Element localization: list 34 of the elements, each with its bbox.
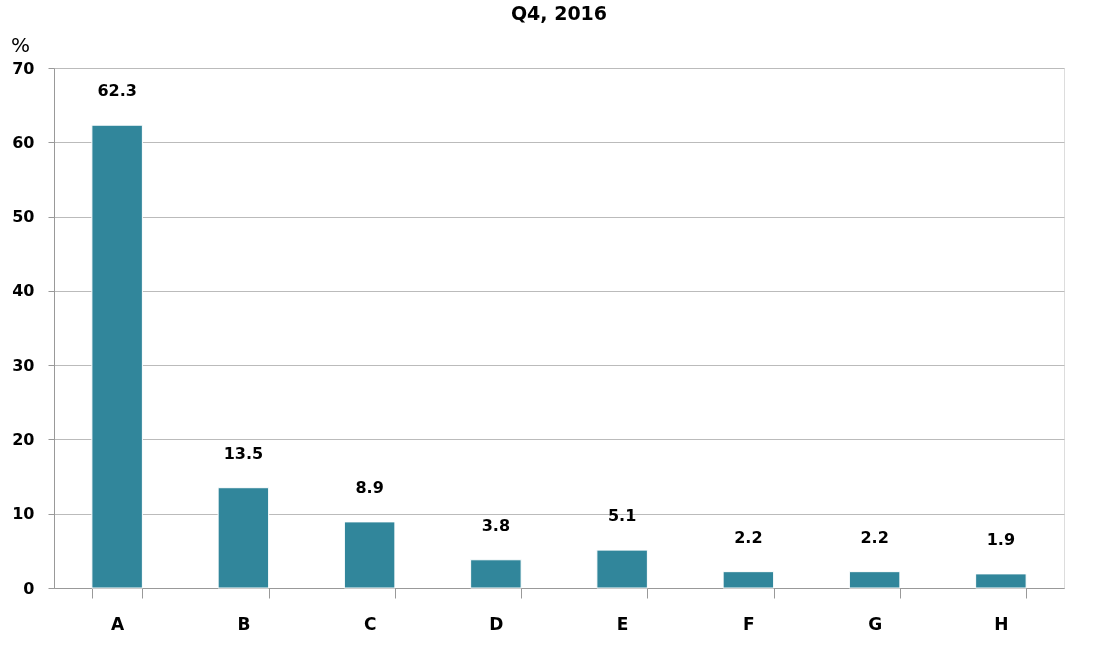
y-tick-label: 40	[12, 281, 35, 301]
chart-title: Q4, 2016	[510, 2, 608, 24]
data-label: 5.1	[607, 506, 637, 526]
bar	[596, 549, 648, 589]
x-tick-label: G	[868, 613, 883, 634]
x-tick-label: D	[489, 613, 504, 634]
y-tick-label: 60	[12, 132, 35, 152]
x-tick-label: A	[111, 613, 126, 634]
data-label: 2.2	[860, 527, 889, 547]
y-tick-label: 50	[12, 207, 35, 227]
x-tick-label: B	[237, 613, 251, 634]
y-tick-label: 0	[23, 578, 35, 598]
y-tick-label: 20	[12, 429, 35, 449]
x-tick-label: F	[743, 613, 755, 634]
bar	[722, 571, 775, 589]
data-label: 2.2	[734, 527, 763, 547]
bar	[217, 487, 270, 589]
data-label: 13.5	[223, 443, 264, 463]
y-tick-label: 30	[12, 355, 35, 375]
bar	[91, 124, 143, 589]
data-label: 3.8	[481, 515, 511, 535]
bar	[848, 571, 901, 589]
y-tick-label: 10	[12, 504, 35, 524]
y-tick-label: 70	[12, 58, 35, 78]
x-tick-label: H	[994, 613, 1009, 634]
data-label: 1.9	[986, 529, 1016, 549]
x-tick-label: C	[363, 613, 377, 634]
bar	[470, 559, 522, 589]
data-label: 8.9	[355, 477, 384, 497]
bar	[975, 573, 1027, 589]
data-label: 62.3	[97, 81, 137, 101]
bar	[343, 521, 396, 589]
y-axis-title: %	[10, 33, 30, 57]
x-tick-label: E	[616, 613, 629, 634]
